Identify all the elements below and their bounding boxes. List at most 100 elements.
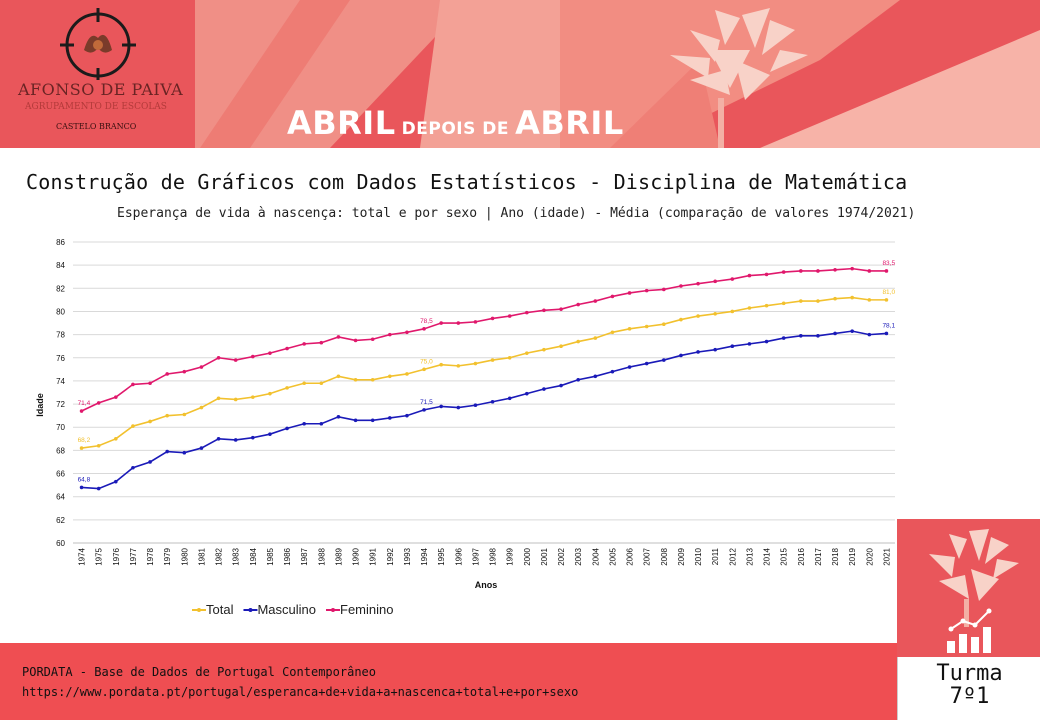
x-tick-label: 2004 bbox=[591, 547, 600, 565]
data-label-feminino: 83,5 bbox=[882, 260, 895, 267]
data-point-total bbox=[507, 355, 512, 360]
y-tick-label: 60 bbox=[56, 539, 65, 548]
data-point-feminino bbox=[490, 316, 495, 321]
y-tick-label: 86 bbox=[56, 238, 65, 247]
data-point-masculino bbox=[679, 353, 683, 358]
data-point-feminino bbox=[268, 351, 272, 355]
chart-grid bbox=[73, 241, 895, 544]
data-point-total bbox=[405, 372, 409, 376]
x-tick-label: 1983 bbox=[232, 547, 241, 565]
data-point-total bbox=[730, 309, 735, 314]
data-point-feminino bbox=[747, 273, 752, 278]
class-badge-value: 7º1 bbox=[949, 684, 990, 709]
series-line-total bbox=[81, 296, 887, 449]
x-tick-label: 1976 bbox=[112, 547, 121, 565]
data-point-total bbox=[370, 377, 375, 382]
data-point-feminino bbox=[439, 321, 443, 325]
data-point-total bbox=[319, 381, 324, 386]
data-point-feminino bbox=[422, 327, 426, 331]
data-point-feminino bbox=[576, 302, 580, 307]
data-point-feminino bbox=[148, 381, 152, 386]
data-point-total bbox=[662, 322, 666, 326]
legend-label-total: Total bbox=[206, 602, 234, 617]
data-point-masculino bbox=[833, 331, 837, 336]
data-point-feminino bbox=[79, 409, 84, 413]
data-label-total: 81,0 bbox=[882, 289, 895, 296]
data-point-masculino bbox=[268, 432, 272, 436]
footer-url-link[interactable]: https://www.pordata.pt/portugal/esperanc… bbox=[22, 685, 579, 699]
data-point-feminino bbox=[336, 335, 341, 339]
data-point-total bbox=[96, 443, 101, 448]
header-banner: AFONSO DE PAIVA AGRUPAMENTO DE ESCOLAS C… bbox=[0, 0, 1040, 148]
x-tick-label: 2018 bbox=[831, 547, 840, 565]
data-point-masculino bbox=[114, 479, 118, 484]
x-tick-label: 2011 bbox=[711, 547, 720, 565]
x-tick-label: 2005 bbox=[608, 547, 617, 565]
data-point-total bbox=[764, 303, 769, 308]
data-point-total bbox=[182, 412, 187, 417]
data-point-total bbox=[148, 419, 152, 424]
data-point-feminino bbox=[679, 284, 683, 288]
school-city: CASTELO BRANCO bbox=[56, 122, 137, 131]
x-tick-label: 1997 bbox=[471, 547, 480, 565]
x-tick-label: 1986 bbox=[283, 547, 292, 565]
data-point-feminino bbox=[644, 288, 649, 293]
x-tick-label: 1991 bbox=[369, 547, 378, 565]
banner-word-1: ABRIL bbox=[287, 104, 396, 142]
x-tick-label: 1996 bbox=[454, 547, 463, 565]
series-line-masculino bbox=[81, 330, 887, 490]
data-label-total: 68,2 bbox=[78, 437, 91, 444]
school-subtitle: AGRUPAMENTO DE ESCOLAS bbox=[25, 102, 167, 112]
data-point-feminino bbox=[593, 299, 598, 303]
data-point-masculino bbox=[353, 418, 358, 423]
y-tick-label: 72 bbox=[56, 400, 65, 409]
data-point-masculino bbox=[285, 426, 289, 431]
data-point-masculino bbox=[816, 333, 820, 338]
x-tick-label: 2007 bbox=[643, 547, 652, 565]
data-point-total bbox=[713, 311, 717, 316]
data-point-feminino bbox=[96, 401, 101, 405]
data-point-masculino bbox=[747, 342, 752, 346]
legend-marker-feminino bbox=[331, 608, 335, 612]
data-point-total bbox=[799, 299, 803, 303]
y-tick-label: 70 bbox=[56, 423, 65, 432]
y-tick-label: 82 bbox=[56, 284, 65, 293]
data-point-masculino bbox=[696, 350, 700, 354]
data-point-feminino bbox=[525, 310, 529, 315]
data-label-feminino: 71,4 bbox=[78, 400, 91, 407]
data-point-total bbox=[388, 374, 392, 379]
data-point-masculino bbox=[405, 413, 409, 418]
x-tick-label: 2001 bbox=[540, 547, 549, 565]
data-point-total bbox=[593, 336, 598, 340]
x-tick-label: 1981 bbox=[197, 547, 206, 565]
data-point-masculino bbox=[542, 387, 546, 391]
x-tick-label: 1989 bbox=[334, 547, 343, 565]
data-point-masculino bbox=[576, 377, 580, 382]
data-point-feminino bbox=[696, 281, 700, 286]
x-tick-label: 1979 bbox=[163, 547, 172, 565]
x-tick-label: 1982 bbox=[215, 547, 224, 565]
data-point-masculino bbox=[96, 486, 101, 491]
x-tick-label: 2019 bbox=[848, 547, 857, 565]
data-point-feminino bbox=[165, 372, 169, 376]
x-tick-label: 2000 bbox=[523, 547, 532, 565]
data-point-masculino bbox=[473, 403, 478, 408]
data-point-total bbox=[302, 381, 306, 386]
data-point-feminino bbox=[850, 266, 854, 271]
data-point-masculino bbox=[850, 329, 854, 333]
school-name: AFONSO DE PAIVA bbox=[18, 80, 184, 99]
data-point-feminino bbox=[507, 314, 512, 318]
x-tick-label: 1974 bbox=[78, 547, 87, 565]
data-point-total bbox=[456, 364, 461, 368]
data-label-masculino: 78,1 bbox=[882, 322, 895, 329]
data-point-masculino bbox=[216, 437, 221, 441]
data-point-masculino bbox=[388, 416, 392, 420]
data-point-feminino bbox=[610, 294, 615, 299]
data-point-masculino bbox=[559, 383, 563, 388]
data-point-masculino bbox=[781, 336, 786, 340]
data-point-total bbox=[644, 324, 649, 329]
page-title: Construção de Gráficos com Dados Estatís… bbox=[26, 170, 908, 194]
data-point-masculino bbox=[730, 344, 735, 348]
x-tick-label: 2010 bbox=[694, 547, 703, 565]
